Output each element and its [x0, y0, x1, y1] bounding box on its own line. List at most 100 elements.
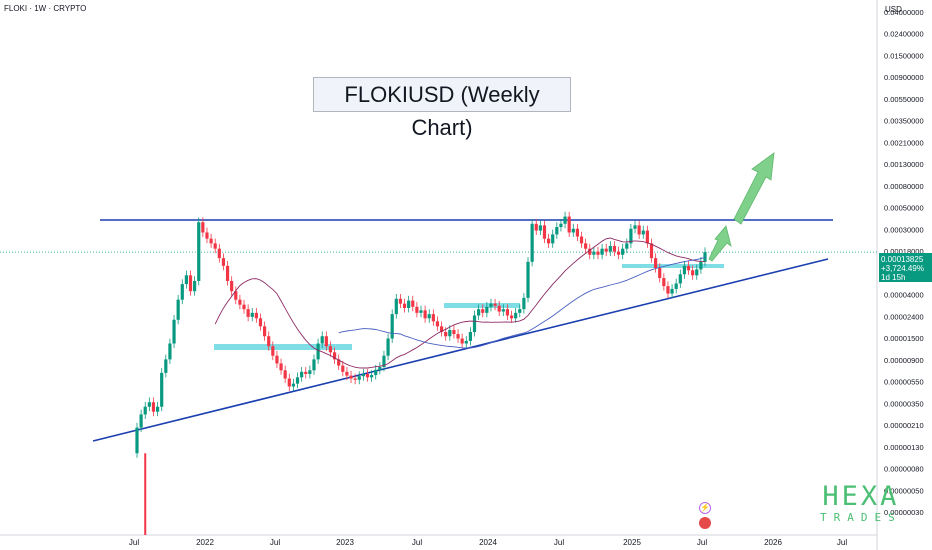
- y-tick-label: 0.00900000: [884, 73, 924, 82]
- candle-body: [654, 258, 658, 269]
- candle-body: [522, 297, 526, 310]
- candle-body: [666, 286, 670, 294]
- candle-body: [324, 336, 328, 347]
- y-tick-label: 0.00000130: [884, 443, 924, 452]
- lightning-icon[interactable]: ⚡: [699, 502, 711, 514]
- candle-body: [370, 375, 374, 378]
- zone-box: [444, 303, 520, 308]
- candle-body: [250, 312, 254, 317]
- x-tick-label: 2022: [196, 538, 214, 547]
- candle-body: [230, 280, 234, 292]
- candle-body: [308, 370, 312, 374]
- candle-body: [357, 376, 361, 380]
- candle-body: [353, 378, 357, 380]
- candle-body: [658, 268, 662, 279]
- candle-body: [546, 238, 551, 244]
- candle-body: [411, 300, 415, 307]
- x-tick-label: 2025: [623, 538, 641, 547]
- candle-body: [341, 365, 345, 372]
- candle-body: [481, 309, 485, 313]
- x-tick-label: Jul: [554, 538, 564, 547]
- candle-body: [419, 310, 423, 313]
- candle-body: [205, 232, 209, 239]
- candle-body: [682, 265, 687, 275]
- last-price: 0.00013825: [881, 255, 924, 264]
- candle-body: [295, 377, 300, 384]
- candle-body: [386, 338, 390, 356]
- y-tick-label: 0.01500000: [884, 51, 924, 60]
- y-tick-label: 0.00000030: [884, 508, 924, 517]
- x-tick-label: Jul: [129, 538, 139, 547]
- candle-body: [254, 312, 258, 319]
- x-tick-label: Jul: [837, 538, 847, 547]
- candle-body: [526, 261, 530, 298]
- candle-body: [431, 314, 435, 322]
- bar-countdown: 1d 15h: [881, 273, 906, 282]
- y-tick-label: 0.02400000: [884, 30, 924, 39]
- candle-body: [201, 222, 205, 233]
- y-tick-label: 0.00000550: [884, 378, 924, 387]
- candle-body: [641, 230, 645, 235]
- candle-body: [267, 336, 271, 347]
- candle-body: [193, 280, 197, 292]
- y-tick-label: 0.00000080: [884, 465, 924, 474]
- candle-body: [485, 306, 489, 313]
- price-change: +3,724.49%: [881, 264, 924, 273]
- candle-body: [625, 243, 629, 249]
- candle-body: [497, 305, 501, 312]
- projection-arrow-large: [733, 152, 775, 225]
- candle-body: [493, 303, 497, 306]
- y-tick-label: 0.00050000: [884, 204, 924, 213]
- candle-body: [304, 371, 308, 374]
- candle-body: [275, 355, 279, 364]
- y-tick-label: 0.00004000: [884, 291, 924, 300]
- candle-body: [670, 288, 674, 294]
- candle-body: [695, 269, 699, 276]
- candle-body: [164, 359, 168, 373]
- y-tick-label: 0.00000350: [884, 399, 924, 408]
- candle-body: [534, 223, 538, 231]
- x-tick-label: Jul: [697, 538, 707, 547]
- candle-body: [271, 346, 275, 356]
- candle-body: [234, 291, 238, 300]
- candle-body: [423, 310, 427, 319]
- currency-label[interactable]: USD: [885, 5, 902, 14]
- candle-body: [621, 248, 625, 255]
- candle-body: [608, 245, 612, 252]
- chart-annotation-title: FLOKIUSD (Weekly Chart): [313, 77, 571, 140]
- candle-body: [225, 265, 230, 281]
- candle-body: [509, 315, 514, 319]
- candle-body: [649, 243, 654, 259]
- candle-body: [209, 238, 213, 244]
- y-tick-label: 0.00130000: [884, 160, 924, 169]
- candle-body: [407, 300, 411, 308]
- moving-average-slow: [338, 256, 706, 349]
- candle-body: [287, 378, 291, 387]
- y-tick-label: 0.00550000: [884, 95, 924, 104]
- candle-body: [637, 225, 641, 235]
- candle-body: [600, 248, 604, 255]
- y-tick-label: 0.00000050: [884, 486, 924, 495]
- candle-body: [477, 309, 481, 316]
- candle-body: [616, 251, 621, 255]
- candle-body: [320, 336, 324, 344]
- candle-body: [394, 298, 398, 315]
- candle-body: [571, 228, 575, 233]
- us-flag-icon[interactable]: [699, 517, 711, 529]
- candle-body: [448, 330, 452, 337]
- candle-body: [464, 340, 468, 344]
- candle-body: [382, 355, 386, 367]
- y-tick-label: 0.00080000: [884, 182, 924, 191]
- candle-body: [530, 223, 534, 262]
- y-tick-label: 0.00030000: [884, 225, 924, 234]
- candle-body: [332, 352, 337, 360]
- candle-body: [345, 371, 349, 376]
- candle-body: [143, 406, 147, 415]
- candle-body: [472, 315, 477, 332]
- candle-body: [217, 248, 221, 259]
- candle-body: [489, 303, 493, 307]
- candle-body: [300, 371, 304, 378]
- last-price-label: 0.00013825 +3,724.49% 1d 15h: [879, 253, 932, 282]
- candle-body: [612, 245, 617, 252]
